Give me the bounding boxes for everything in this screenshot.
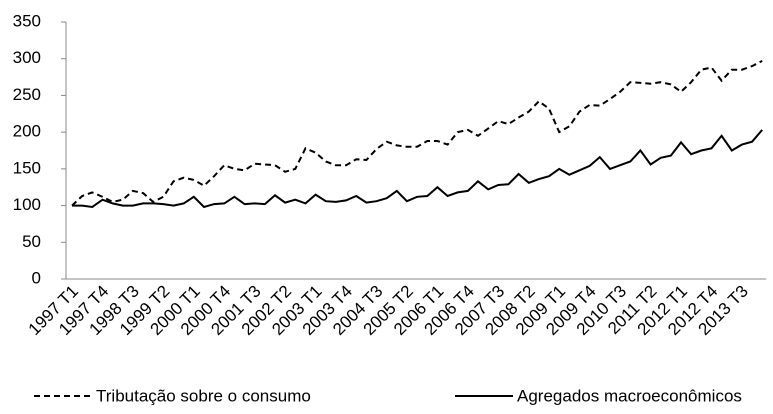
legend-label: Tributação sobre o consumo [96,386,311,405]
y-tick-label: 0 [32,268,41,287]
series-line [72,129,763,209]
y-tick-label: 150 [13,158,41,177]
y-tick-label: 200 [13,122,41,141]
y-tick-label: 50 [22,232,41,251]
y-tick-label: 350 [13,11,41,30]
y-tick-label: 250 [13,85,41,104]
series-line [71,60,763,207]
legend-label: Agregados macroeconômicos [517,386,742,405]
y-tick-label: 300 [13,48,41,67]
y-tick-label: 100 [13,195,41,214]
